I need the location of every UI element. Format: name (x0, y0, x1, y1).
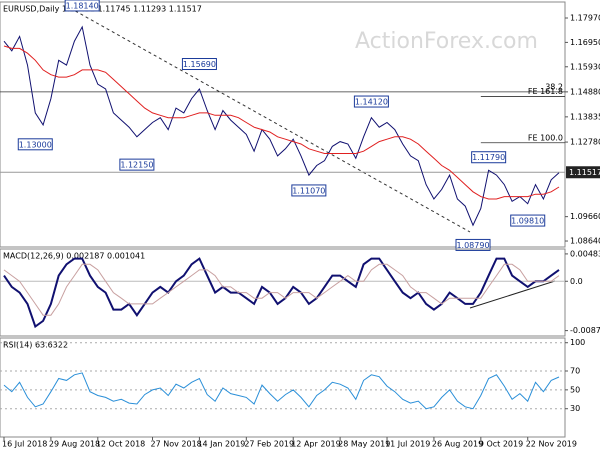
annotation-box (64, 0, 100, 12)
macd-trend-line (469, 280, 556, 309)
y-tick-label: -0.008718 (570, 326, 600, 335)
y-tick-label: 1.15930 (570, 62, 600, 71)
x-tick-label: 16 Jul 2018 (2, 440, 47, 449)
price-line (3, 25, 560, 227)
panel-title: EURUSD,Daily 1.11431 1.11745 1.11293 1.1… (3, 5, 202, 14)
trend-line (69, 7, 471, 233)
panel-frame (0, 337, 566, 438)
annotation-label: 1.15690 (183, 60, 216, 69)
indicator-line (3, 263, 560, 316)
annotation-box (471, 151, 507, 164)
last-price-label: 1.11517 (569, 168, 600, 177)
panel-title: RSI(14) 63.6322 (3, 341, 68, 350)
annotation-box (510, 214, 546, 227)
fib-label: FE 161.8 (528, 87, 563, 96)
annotation-label: 1.08790 (456, 241, 489, 250)
panel-frame (0, 248, 566, 337)
y-tick-label: 1.09660 (570, 212, 600, 221)
y-tick-label: 70 (570, 367, 580, 376)
watermark: ActionForex.com (355, 29, 538, 54)
panel-title: MACD(12,26,9) 0.002187 0.001041 (3, 252, 145, 261)
x-tick-label: 9 Oct 2019 (479, 440, 523, 449)
annotation-box (291, 184, 327, 197)
annotation-label: 1.12150 (120, 161, 153, 170)
y-tick-label: 1.14880 (570, 87, 600, 96)
annotation-box (181, 58, 217, 71)
x-tick-label: 29 Aug 2018 (49, 440, 100, 449)
annotation-box (119, 158, 155, 171)
y-tick-label: 1.08640 (570, 237, 600, 246)
indicator-line (3, 45, 560, 200)
x-tick-label: 28 May 2019 (338, 440, 390, 449)
annotation-label: 1.09810 (511, 217, 544, 226)
fib-label: 38.2 (545, 82, 563, 91)
annotation-label: 1.13000 (19, 140, 52, 149)
x-tick-label: 26 Aug 2019 (432, 440, 483, 449)
panel-frame (0, 1, 566, 248)
annotation-label: 1.14120 (355, 98, 388, 107)
y-tick-label: 1.17970 (570, 14, 600, 23)
x-tick-label: 14 Jan 2019 (197, 440, 245, 449)
y-tick-label: 0.004832 (570, 249, 600, 258)
x-tick-label: 12 Apr 2019 (291, 440, 340, 449)
y-tick-label: 30 (570, 404, 580, 413)
x-tick-label: 22 Nov 2019 (526, 440, 577, 449)
x-tick-label: 27 Feb 2019 (244, 440, 294, 449)
indicator-line (3, 372, 560, 410)
y-tick-label: 0.0 (570, 277, 583, 286)
fib-label: FE 100.0 (528, 133, 563, 142)
y-tick-label: 1.13835 (570, 112, 600, 121)
x-tick-label: 11 Jul 2019 (385, 440, 430, 449)
annotation-label: 1.11790 (472, 153, 505, 162)
y-tick-label: 50 (570, 385, 580, 394)
annotation-box (17, 138, 53, 151)
annotation-label: 1.18140 (66, 1, 99, 10)
x-tick-label: 27 Nov 2018 (151, 440, 202, 449)
annotation-box (353, 95, 389, 108)
y-tick-label: 100 (570, 338, 585, 347)
y-tick-label: 1.12780 (570, 138, 600, 147)
annotation-box (455, 238, 491, 251)
last-price-box (566, 166, 600, 179)
y-tick-label: 1.16950 (570, 38, 600, 47)
indicator-line (3, 257, 560, 329)
x-tick-label: 12 Oct 2018 (96, 440, 145, 449)
annotation-label: 1.11070 (292, 186, 325, 195)
